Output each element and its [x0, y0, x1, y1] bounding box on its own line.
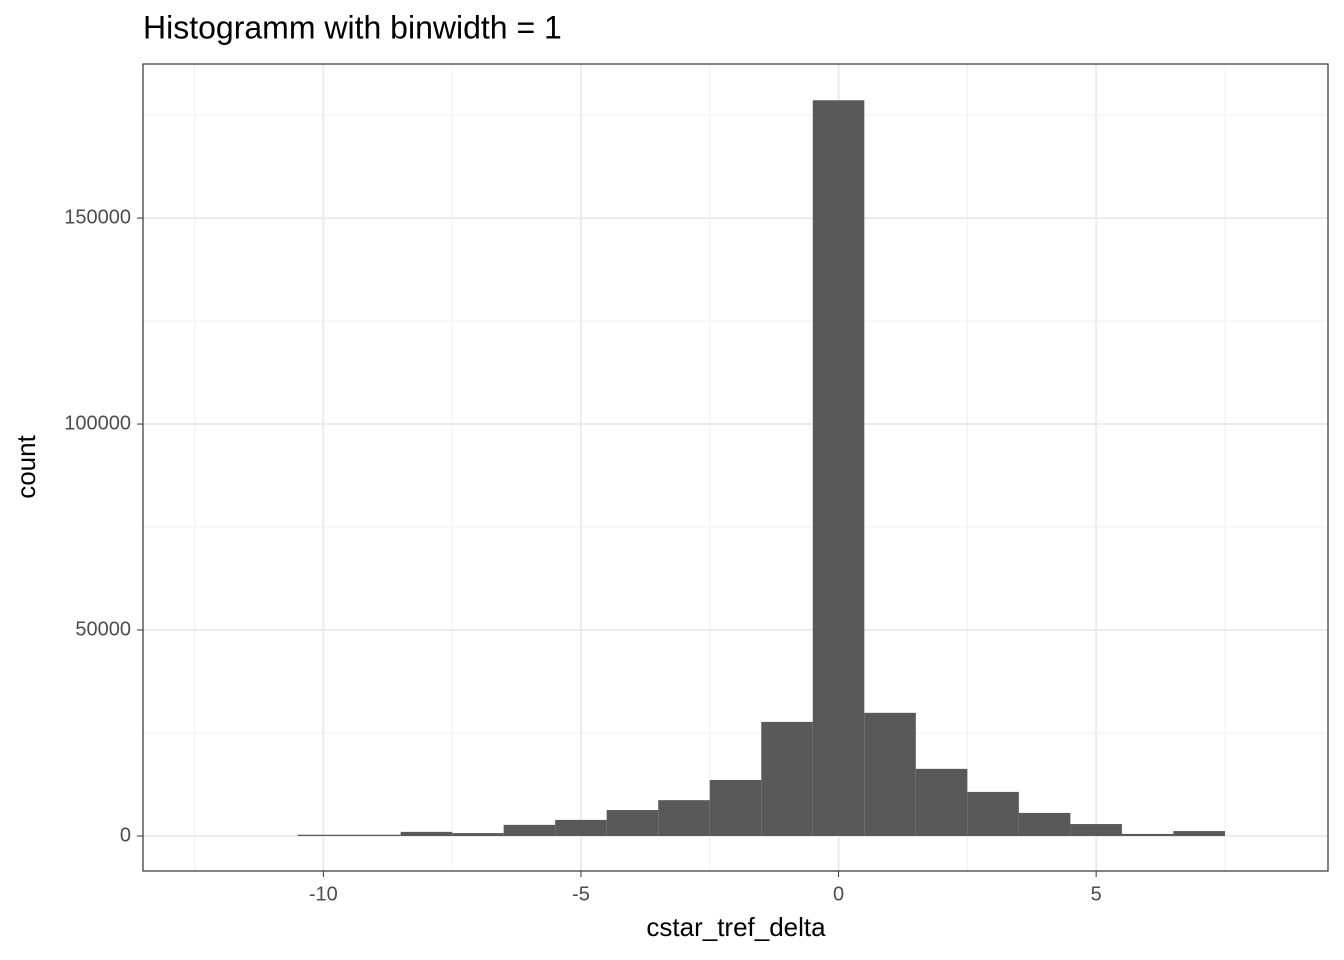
y-tick-label: 150000 — [64, 206, 131, 228]
bar — [452, 833, 504, 836]
bar — [1018, 812, 1071, 836]
bar — [864, 712, 916, 836]
y-tick-label: 0 — [120, 824, 131, 846]
bar — [1070, 824, 1122, 836]
x-tick-label: 5 — [1091, 883, 1102, 905]
x-axis-label: cstar_tref_delta — [646, 912, 826, 942]
bar — [967, 791, 1019, 836]
bar — [658, 800, 710, 836]
bar — [1121, 833, 1174, 836]
bar — [606, 810, 659, 836]
bar — [761, 721, 813, 836]
bar — [297, 834, 350, 836]
x-tick-label: -5 — [572, 883, 590, 905]
bar — [812, 100, 865, 836]
bar — [709, 779, 762, 836]
bar — [1173, 831, 1225, 836]
bar — [555, 819, 607, 836]
y-tick-label: 100000 — [64, 412, 131, 434]
y-axis-label: count — [11, 434, 41, 498]
bar — [400, 831, 453, 836]
panel-border — [142, 63, 1329, 872]
x-tick-label: 0 — [833, 883, 844, 905]
bar — [503, 824, 556, 836]
x-tick-label: -10 — [309, 883, 338, 905]
y-tick-label: 50000 — [75, 618, 131, 640]
chart-title: Histogramm with binwidth = 1 — [143, 9, 562, 45]
bar — [915, 768, 968, 836]
bar — [349, 834, 401, 836]
